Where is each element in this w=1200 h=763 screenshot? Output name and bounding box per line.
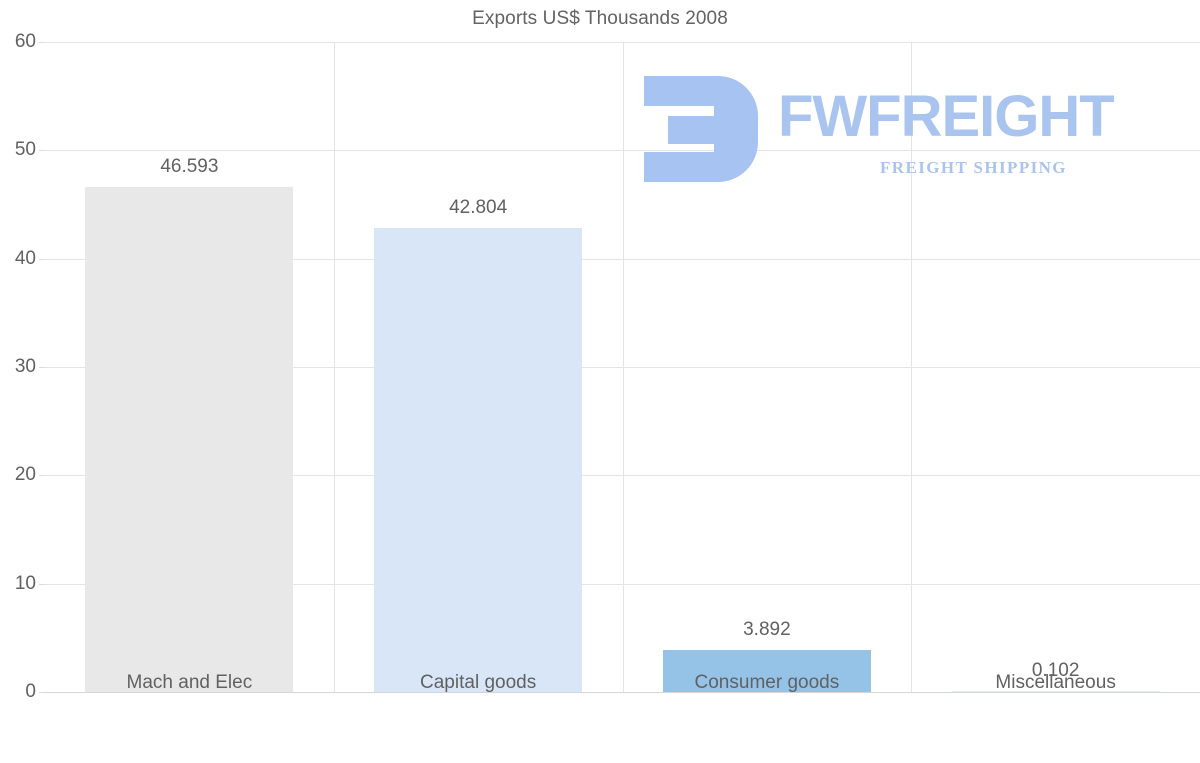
chart-title: Exports US$ Thousands 2008 <box>472 8 728 29</box>
bar[interactable] <box>374 228 583 692</box>
y-axis-tick <box>39 367 45 368</box>
y-axis-tick <box>39 150 45 152</box>
plot-area <box>39 42 1200 693</box>
x-axis-category-label: Consumer goods <box>694 672 840 693</box>
y-axis-tick-label: 40 <box>14 247 36 269</box>
bar[interactable] <box>662 649 871 692</box>
y-axis-tick-label: 0 <box>25 681 36 702</box>
x-axis-category-label: Mach and Elec <box>126 672 253 693</box>
gridline-vertical <box>333 42 335 692</box>
y-axis-tick <box>39 475 45 477</box>
bar-value-label: 46.593 <box>160 156 219 178</box>
gridline-vertical <box>622 42 624 692</box>
y-axis-tick <box>39 583 45 585</box>
y-axis-tick-label: 50 <box>14 139 36 161</box>
bar-value-label: 3.892 <box>743 618 791 640</box>
y-axis-tick-label: 10 <box>14 572 36 594</box>
x-axis-category-label: Miscellaneous <box>995 672 1116 693</box>
bar[interactable] <box>85 187 294 692</box>
y-axis-tick <box>39 258 45 260</box>
y-axis-tick <box>39 692 45 693</box>
bar-value-label: 42.804 <box>449 197 508 219</box>
bar-value-label: 0.102 <box>1031 659 1080 681</box>
bar[interactable] <box>951 690 1160 692</box>
gridline-vertical <box>911 42 913 692</box>
y-axis-tick-label: 30 <box>14 356 36 377</box>
x-axis-baseline <box>45 692 1200 693</box>
y-axis-tick-label: 60 <box>14 31 36 52</box>
y-axis-tick-label: 20 <box>14 464 36 486</box>
x-axis-category-label: Capital goods <box>420 672 537 693</box>
y-axis-tick <box>39 42 45 43</box>
